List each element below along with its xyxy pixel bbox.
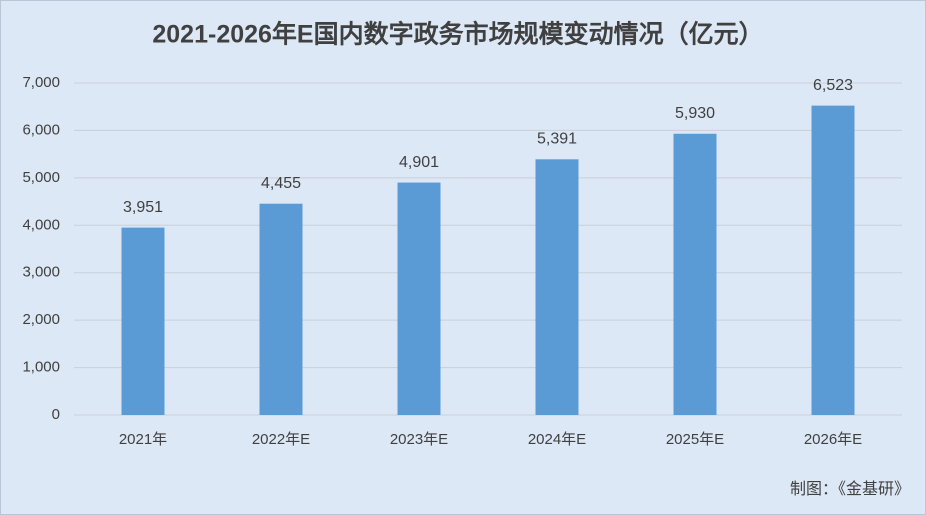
chart-title: 2021-2026年E国内数字政务市场规模变动情况（亿元） (152, 20, 763, 49)
y-tick-label: 7,000 (22, 74, 60, 91)
x-tick-label: 2026年E (804, 431, 862, 448)
x-tick-label: 2025年E (666, 431, 724, 448)
bar (259, 203, 303, 415)
y-tick-label: 2,000 (22, 311, 60, 328)
source-note: 制图：《金基研》 (790, 480, 910, 498)
y-tick-label: 1,000 (22, 359, 60, 376)
bar (811, 105, 855, 416)
y-tick-label: 4,000 (22, 216, 60, 233)
value-label: 4,455 (261, 175, 301, 192)
value-label: 5,930 (675, 105, 715, 122)
value-label: 3,951 (123, 199, 163, 216)
bar (535, 159, 579, 415)
x-tick-label: 2024年E (528, 431, 586, 448)
y-tick-label: 5,000 (22, 169, 60, 186)
bar (397, 182, 441, 415)
x-tick-label: 2023年E (390, 431, 448, 448)
value-label: 4,901 (399, 154, 439, 171)
y-tick-label: 3,000 (22, 264, 60, 281)
y-tick-label: 6,000 (22, 121, 60, 138)
value-label: 5,391 (537, 131, 577, 148)
x-tick-label: 2021年 (119, 431, 167, 448)
y-tick-label: 0 (52, 406, 60, 423)
bar (121, 227, 165, 415)
x-tick-label: 2022年E (252, 431, 310, 448)
value-label: 6,523 (813, 77, 853, 94)
bar (673, 133, 717, 415)
